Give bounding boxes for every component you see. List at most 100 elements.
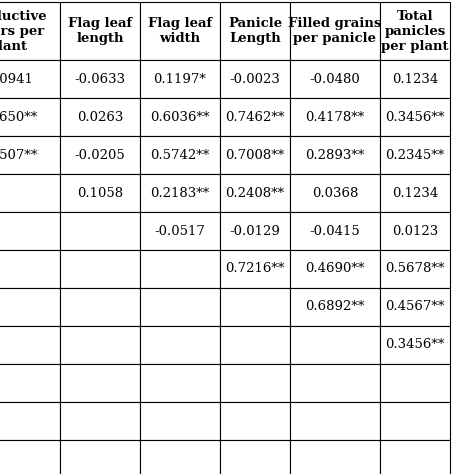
- Bar: [0, 402, 60, 440]
- Bar: [380, 2, 450, 60]
- Bar: [60, 174, 140, 212]
- Bar: [140, 136, 220, 174]
- Text: 0.6892**: 0.6892**: [305, 301, 365, 313]
- Bar: [60, 364, 140, 402]
- Text: 0.2893**: 0.2893**: [305, 148, 365, 162]
- Bar: [290, 98, 380, 136]
- Bar: [290, 440, 380, 474]
- Text: 0.0123: 0.0123: [392, 225, 438, 237]
- Bar: [380, 440, 450, 474]
- Bar: [60, 136, 140, 174]
- Bar: [140, 60, 220, 98]
- Bar: [220, 136, 290, 174]
- Text: 0.7462**: 0.7462**: [225, 110, 285, 124]
- Bar: [380, 60, 450, 98]
- Bar: [60, 402, 140, 440]
- Text: 0.1058: 0.1058: [77, 186, 123, 200]
- Text: 0.2408**: 0.2408**: [226, 186, 284, 200]
- Bar: [380, 326, 450, 364]
- Bar: [380, 288, 450, 326]
- Bar: [220, 174, 290, 212]
- Bar: [140, 250, 220, 288]
- Bar: [0, 98, 60, 136]
- Text: -0.0205: -0.0205: [74, 148, 126, 162]
- Text: -0.0415: -0.0415: [310, 225, 360, 237]
- Bar: [60, 440, 140, 474]
- Text: -0.0633: -0.0633: [74, 73, 126, 85]
- Text: 0.1197*: 0.1197*: [154, 73, 207, 85]
- Text: 0.7008**: 0.7008**: [225, 148, 284, 162]
- Bar: [290, 326, 380, 364]
- Bar: [60, 2, 140, 60]
- Bar: [140, 98, 220, 136]
- Text: Flag leaf
length: Flag leaf length: [68, 17, 132, 45]
- Text: 0.3456**: 0.3456**: [385, 338, 445, 352]
- Bar: [220, 250, 290, 288]
- Bar: [220, 326, 290, 364]
- Text: 0.3507**: 0.3507**: [0, 148, 37, 162]
- Bar: [0, 174, 60, 212]
- Bar: [380, 212, 450, 250]
- Bar: [140, 364, 220, 402]
- Text: Flag leaf
width: Flag leaf width: [148, 17, 212, 45]
- Text: Total
panicles
per plant: Total panicles per plant: [381, 9, 449, 53]
- Bar: [220, 212, 290, 250]
- Bar: [220, 402, 290, 440]
- Bar: [380, 402, 450, 440]
- Bar: [60, 60, 140, 98]
- Bar: [220, 364, 290, 402]
- Bar: [290, 212, 380, 250]
- Text: 0.4650**: 0.4650**: [0, 110, 37, 124]
- Text: 0.5742**: 0.5742**: [150, 148, 210, 162]
- Bar: [290, 136, 380, 174]
- Bar: [380, 174, 450, 212]
- Text: 0.4690**: 0.4690**: [305, 263, 365, 275]
- Bar: [140, 326, 220, 364]
- Text: Filled grains
per panicle: Filled grains per panicle: [288, 17, 382, 45]
- Bar: [0, 60, 60, 98]
- Bar: [0, 364, 60, 402]
- Bar: [0, 250, 60, 288]
- Bar: [60, 326, 140, 364]
- Bar: [220, 60, 290, 98]
- Text: 0.7216**: 0.7216**: [225, 263, 285, 275]
- Bar: [60, 288, 140, 326]
- Text: 0.1234: 0.1234: [392, 73, 438, 85]
- Bar: [220, 98, 290, 136]
- Bar: [0, 326, 60, 364]
- Bar: [220, 288, 290, 326]
- Bar: [140, 402, 220, 440]
- Bar: [380, 136, 450, 174]
- Bar: [290, 250, 380, 288]
- Bar: [290, 60, 380, 98]
- Text: 0.5678**: 0.5678**: [385, 263, 445, 275]
- Text: -0.0480: -0.0480: [310, 73, 360, 85]
- Text: 0.0368: 0.0368: [312, 186, 358, 200]
- Bar: [380, 250, 450, 288]
- Bar: [220, 440, 290, 474]
- Bar: [0, 288, 60, 326]
- Text: -0.0129: -0.0129: [229, 225, 281, 237]
- Text: 0.0263: 0.0263: [77, 110, 123, 124]
- Text: -0.0023: -0.0023: [229, 73, 281, 85]
- Bar: [140, 440, 220, 474]
- Text: 0.2345**: 0.2345**: [385, 148, 445, 162]
- Bar: [0, 136, 60, 174]
- Bar: [290, 288, 380, 326]
- Bar: [290, 402, 380, 440]
- Text: -0.0517: -0.0517: [155, 225, 205, 237]
- Text: -0.0941: -0.0941: [0, 73, 33, 85]
- Bar: [220, 2, 290, 60]
- Bar: [290, 364, 380, 402]
- Text: 0.6036**: 0.6036**: [150, 110, 210, 124]
- Text: 0.1234: 0.1234: [392, 186, 438, 200]
- Bar: [380, 98, 450, 136]
- Bar: [140, 174, 220, 212]
- Bar: [0, 2, 60, 60]
- Bar: [380, 364, 450, 402]
- Text: 0.3456**: 0.3456**: [385, 110, 445, 124]
- Bar: [290, 174, 380, 212]
- Bar: [60, 212, 140, 250]
- Text: Productive
tillers per
Plant: Productive tillers per Plant: [0, 9, 47, 53]
- Bar: [140, 2, 220, 60]
